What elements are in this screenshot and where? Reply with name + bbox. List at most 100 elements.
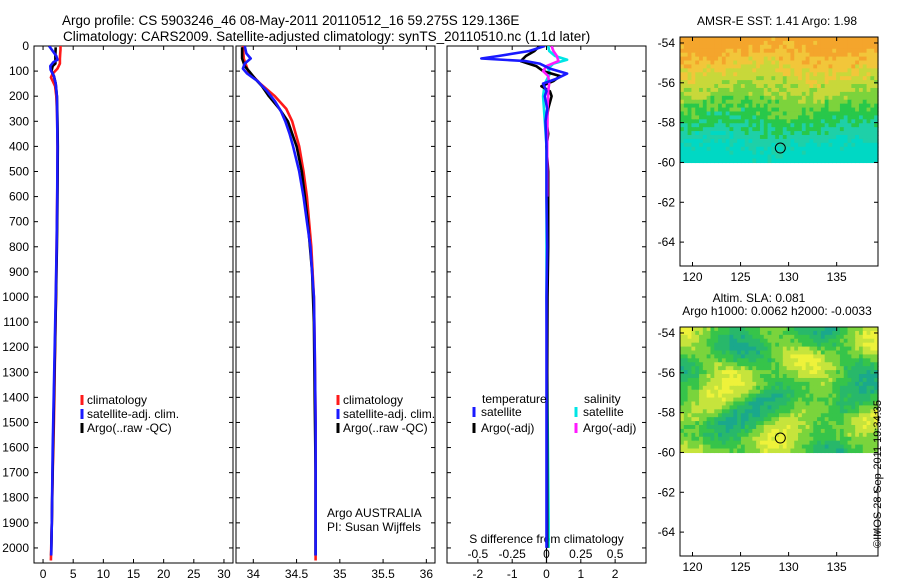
sla-map-cell — [752, 362, 757, 367]
sla-map-cell — [794, 444, 799, 450]
sst-map-cell — [866, 154, 871, 160]
sla-map-cell — [798, 397, 803, 403]
sla-map-cell — [801, 417, 807, 422]
temperature-xtick-label: 10 — [97, 567, 111, 580]
sst-map-cell — [855, 107, 860, 113]
sst-map-cell — [721, 135, 727, 140]
sla-map-cell — [748, 338, 753, 344]
sla-map-cell — [702, 370, 708, 375]
sst-map-cell — [813, 107, 818, 113]
sla-map-cell — [775, 327, 780, 332]
sla-map-cell — [805, 338, 811, 344]
sst-map-cell — [851, 158, 856, 164]
sst-map-cell — [771, 146, 776, 152]
sst-map-cell — [718, 127, 723, 132]
sla-map-cell — [782, 425, 788, 430]
sst-map-cell — [794, 44, 799, 50]
sst-map-cell — [801, 123, 807, 128]
sla-map-cell — [801, 338, 807, 344]
sst-map-cell — [706, 131, 712, 136]
sla-map-cell — [748, 377, 753, 383]
sla-map-cell — [729, 338, 734, 344]
sla-map-cell — [756, 409, 761, 414]
sla-map-cell — [782, 377, 788, 383]
sst-map-cell — [763, 87, 769, 93]
sst-map-cell — [866, 95, 871, 101]
sst-map-cell — [714, 91, 719, 97]
sla-map-cell — [809, 377, 814, 383]
sst-map-cell — [695, 111, 700, 117]
sst-map-cell — [828, 131, 833, 136]
sla-map-cell — [691, 385, 696, 391]
sla-map-cell — [687, 432, 693, 438]
sla-map-cell — [733, 354, 738, 359]
sst-map-cell — [820, 107, 826, 113]
sla-map-cell — [798, 444, 803, 450]
sst-map-cell — [786, 64, 792, 69]
sla-map-cell — [798, 417, 803, 422]
sla-map-cell — [862, 381, 868, 387]
sla-map-cell — [680, 432, 685, 438]
sst-map-cell — [687, 127, 693, 132]
sla-map-cell — [843, 354, 849, 359]
sst-map-cell — [779, 64, 784, 69]
sla-map-cell — [809, 342, 814, 348]
sla-map-cell — [858, 366, 864, 371]
sla-map-cell — [874, 425, 879, 430]
sla-map-cell — [832, 327, 837, 332]
sla-map-cell — [733, 350, 738, 356]
sst-map-cell — [779, 84, 784, 89]
sst-map-cell — [767, 80, 772, 85]
sst-map-cell — [771, 107, 776, 113]
sst-map-cell — [817, 142, 822, 148]
sla-map-cell — [710, 381, 715, 387]
sla-map-cell — [775, 389, 780, 395]
sla-map-cell — [683, 421, 689, 426]
sla-map-cell — [729, 381, 734, 387]
sst-map-cell — [779, 154, 784, 160]
sst-map-cell — [836, 52, 841, 58]
sla-map-cell — [771, 330, 776, 336]
sst-map-cell — [714, 44, 719, 50]
sla-map-cell — [870, 342, 875, 348]
sla-map-cell — [714, 393, 719, 399]
sst-map-cell — [695, 84, 700, 89]
sst-map-cell — [725, 158, 731, 164]
sst-map-cell — [725, 123, 731, 128]
sla-map-cell — [843, 409, 849, 414]
sst-map-cell — [695, 72, 700, 77]
temperature-xtick-label: 30 — [217, 567, 231, 580]
sst-map-cell — [733, 56, 738, 62]
sst-map-cell — [855, 135, 860, 140]
sla-map-cell — [858, 393, 864, 399]
sst-map-cell — [832, 64, 837, 69]
sst-map-cell — [763, 95, 769, 101]
sst-map-cell — [718, 40, 723, 46]
sla-map-cell — [691, 425, 696, 430]
sla-map-cell — [782, 417, 788, 422]
sst-map-cell — [680, 150, 685, 156]
sst-map-cell — [748, 131, 753, 136]
sst-map-cell — [714, 37, 719, 42]
sla-map-cell — [847, 409, 852, 414]
sst-map-cell — [706, 64, 712, 69]
sla-map-cell — [866, 327, 871, 332]
sst-map-cell — [725, 115, 731, 120]
sst-map-cell — [725, 127, 731, 132]
sla-map-cell — [756, 444, 761, 450]
sla-map-cell — [763, 330, 769, 336]
sst-map-cell — [847, 150, 852, 156]
sst-map-cell — [786, 76, 792, 81]
sla-map-cell — [786, 393, 792, 399]
sla-map-cell — [683, 346, 689, 352]
sla-map-cell — [771, 334, 776, 340]
sst-map-cell — [805, 99, 811, 105]
sst-map-cell — [714, 158, 719, 164]
sla-map-cell — [771, 393, 776, 399]
sla-map-cell — [702, 405, 708, 410]
sla-map-cell — [839, 327, 845, 332]
sst-map-cell — [779, 40, 784, 46]
sst-map-cell — [836, 44, 841, 50]
sla-map-cell — [740, 413, 746, 418]
sla-map-cell — [801, 385, 807, 391]
